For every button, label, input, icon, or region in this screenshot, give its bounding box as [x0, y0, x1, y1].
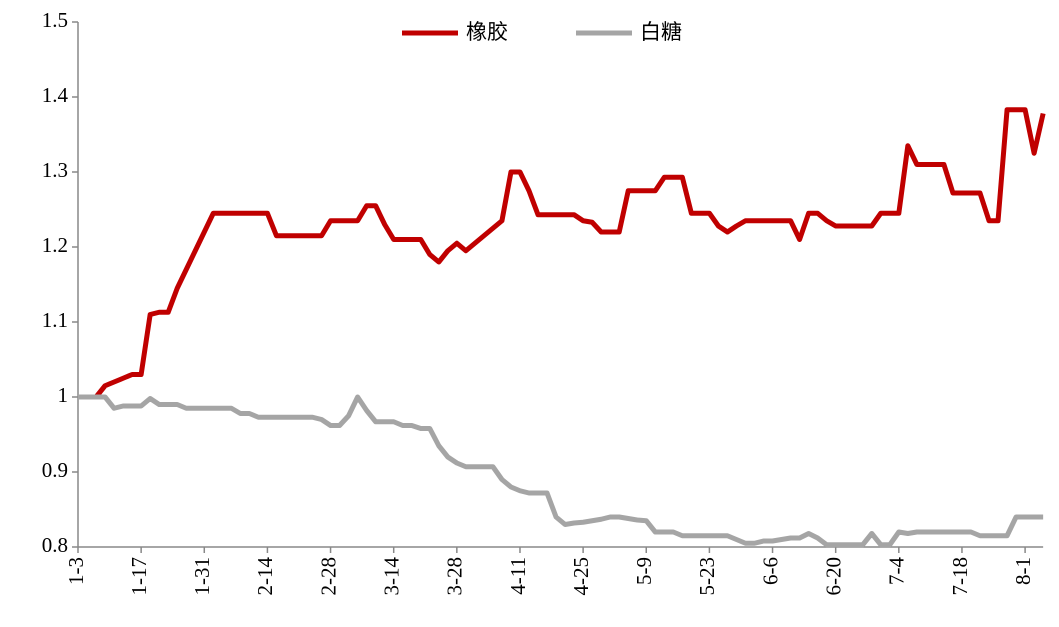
x-tick-label: 7-4	[885, 557, 909, 585]
x-tick-label: 8-1	[1011, 557, 1035, 585]
x-tick-label: 5-9	[632, 557, 656, 585]
x-tick-label: 2-14	[253, 557, 277, 596]
x-tick-label: 3-28	[443, 557, 467, 596]
y-tick-label: 0.8	[42, 533, 68, 557]
x-tick-label: 1-17	[127, 557, 151, 596]
legend-label: 白糖	[640, 20, 682, 44]
y-tick-label: 0.9	[42, 458, 68, 482]
series-line	[78, 107, 1046, 400]
y-tick-label: 1.1	[42, 308, 68, 332]
x-tick-label: 6-20	[821, 557, 845, 596]
y-tick-label: 1.3	[42, 158, 68, 182]
y-tick-label: 1.2	[42, 233, 68, 257]
y-tick-label: 1.4	[42, 83, 69, 107]
x-tick-label: 3-14	[380, 557, 404, 596]
x-tick-label: 5-23	[695, 557, 719, 596]
y-tick-label: 1.5	[42, 8, 68, 32]
x-tick-label: 7-18	[948, 557, 972, 596]
x-tick-label: 1-31	[190, 557, 214, 596]
x-tick-label: 1-3	[64, 557, 88, 585]
x-tick-label: 6-6	[758, 557, 782, 585]
legend-label: 橡胶	[466, 20, 508, 44]
y-tick-label: 1	[58, 383, 69, 407]
x-tick-label: 2-28	[316, 557, 340, 596]
x-tick-label: 4-11	[506, 557, 530, 595]
x-tick-label: 4-25	[569, 557, 593, 596]
series-line	[78, 394, 1044, 548]
